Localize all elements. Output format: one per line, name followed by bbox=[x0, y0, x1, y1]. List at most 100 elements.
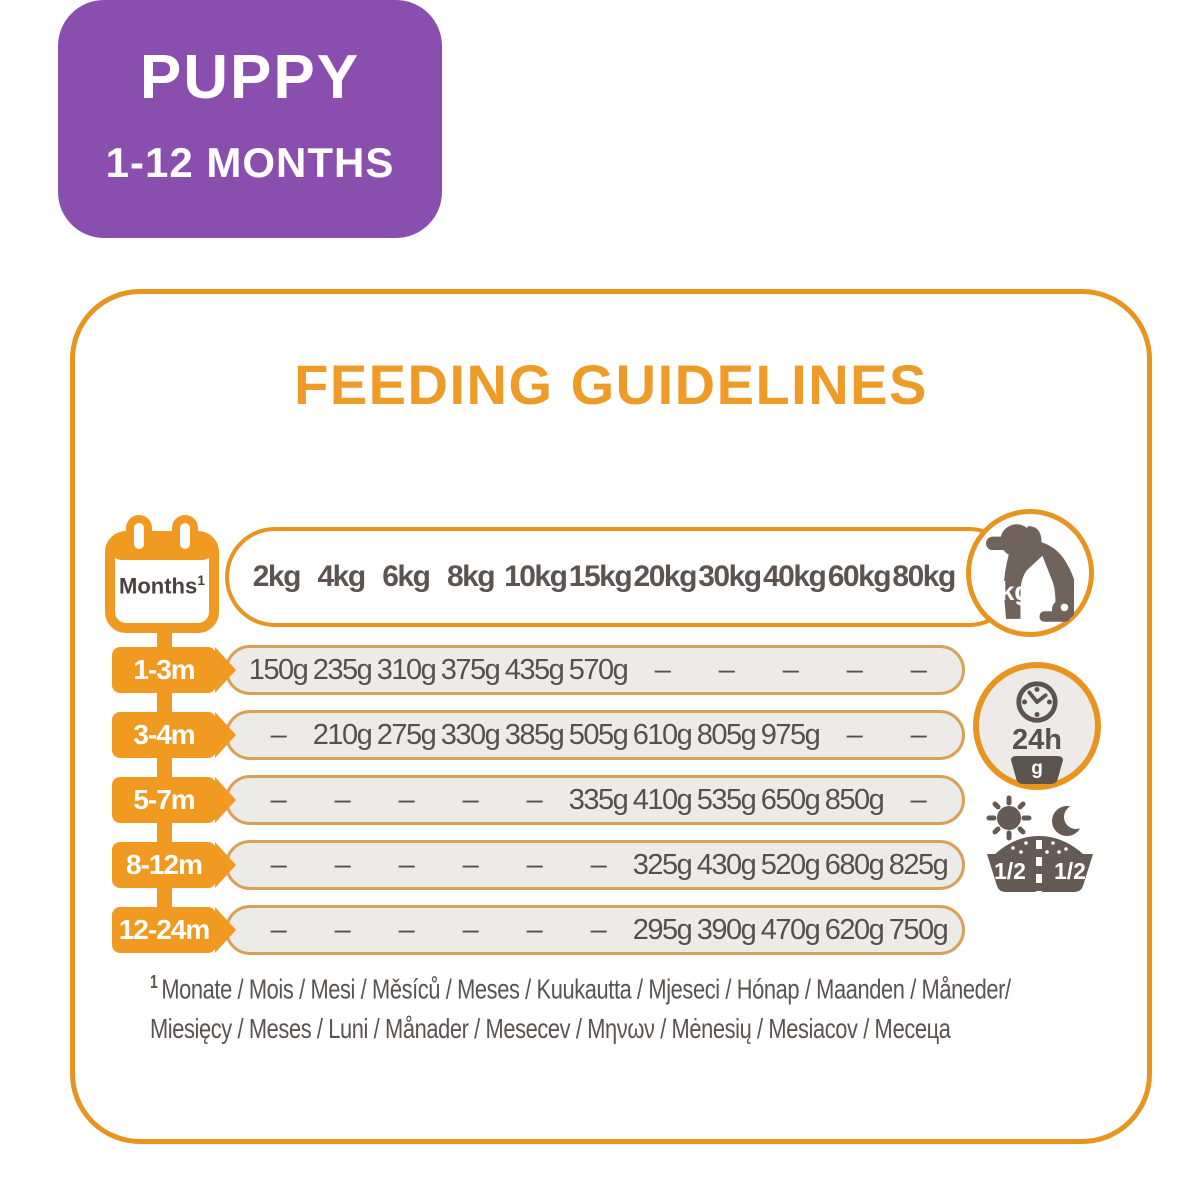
feeding-cell: – bbox=[910, 718, 927, 751]
footnote: 1 Monate / Mois / Mesi / Měsíců / Meses /… bbox=[150, 962, 1047, 1049]
feeding-cell: – bbox=[590, 913, 607, 946]
bowl-grams-label: g bbox=[1031, 758, 1043, 779]
feeding-cell: 435g bbox=[504, 653, 565, 686]
feeding-cell: – bbox=[462, 783, 479, 816]
feeding-cell: – bbox=[846, 653, 863, 686]
weight-header: 4kg bbox=[317, 560, 366, 593]
feeding-cell: – bbox=[910, 783, 927, 816]
feeding-cell: – bbox=[334, 848, 351, 881]
feeding-cell: 470g bbox=[760, 913, 821, 946]
daily-amount-badge: 24h g bbox=[973, 662, 1101, 790]
feeding-cell: 570g bbox=[568, 653, 629, 686]
weight-header: 80kg bbox=[892, 560, 956, 593]
feeding-cell: 430g bbox=[696, 848, 757, 881]
feeding-cell: 850g bbox=[824, 783, 885, 816]
feeding-cell: – bbox=[526, 848, 543, 881]
feeding-row-5-7m: – – – – – 335g 410g 535g 650g 850g – bbox=[225, 775, 965, 825]
feeding-row-1-3m: 150g 235g 310g 375g 435g 570g – – – – – bbox=[225, 645, 965, 695]
feeding-cell: – bbox=[462, 913, 479, 946]
feeding-cell: 535g bbox=[696, 783, 757, 816]
footnote-marker: 1 bbox=[150, 972, 158, 992]
feeding-cell: – bbox=[462, 848, 479, 881]
puppy-badge: PUPPY 1-12 MONTHS bbox=[58, 0, 442, 238]
feeding-cell: 310g bbox=[376, 653, 437, 686]
footnote-line-2: Miesięcy / Meses / Luni / Månader / Mese… bbox=[150, 1013, 951, 1045]
weight-header: 20kg bbox=[633, 560, 698, 593]
weight-header-grid: 2kg 4kg 6kg 8kg 10kg 15kg 20kg 30kg 40kg… bbox=[244, 531, 957, 623]
feeding-cell: 680g bbox=[824, 848, 885, 881]
feeding-cell: – bbox=[398, 783, 415, 816]
feeding-cell: – bbox=[846, 718, 863, 751]
feeding-cell: 295g bbox=[632, 913, 693, 946]
bowl-icon-graphic bbox=[1011, 756, 1063, 784]
feeding-cell: 375g bbox=[440, 653, 501, 686]
food-bowl-icon: g bbox=[1006, 756, 1068, 784]
feeding-cell: 750g bbox=[888, 913, 949, 946]
feeding-row-3-4m: – 210g 275g 330g 385g 505g 610g 805g 975… bbox=[225, 710, 965, 760]
age-tag-8-12m: 8-12m bbox=[112, 842, 236, 888]
sun-moon-bowl-icon bbox=[986, 795, 1093, 892]
feeding-cell: – bbox=[526, 913, 543, 946]
badge-subtitle: 1-12 MONTHS bbox=[105, 139, 395, 186]
feeding-cell: 620g bbox=[824, 913, 885, 946]
age-tag-12-24m: 12-24m bbox=[112, 907, 236, 953]
weight-header: 30kg bbox=[698, 560, 762, 593]
weight-header: 8kg bbox=[446, 560, 496, 593]
dog-icon bbox=[986, 524, 1074, 622]
feeding-cell: – bbox=[270, 718, 287, 751]
feeding-row-8-12m: – – – – – – 325g 430g 520g 680g 825g bbox=[225, 840, 965, 890]
calendar-icon-graphic bbox=[105, 515, 219, 633]
feeding-cell: 975g bbox=[760, 718, 821, 751]
weight-header: 2kg bbox=[252, 560, 302, 593]
split-feeding-badge: 1/2 1/2 bbox=[981, 794, 1099, 898]
feeding-cell: – bbox=[270, 913, 287, 946]
weight-header: 10kg bbox=[504, 560, 568, 593]
feeding-cell: 505g bbox=[568, 718, 629, 751]
feeding-cell: 330g bbox=[440, 718, 501, 751]
feeding-cell: – bbox=[910, 653, 927, 686]
months-label: Months bbox=[119, 573, 198, 599]
calendar-icon: Months1 bbox=[104, 514, 220, 634]
feeding-cell: 335g bbox=[568, 783, 629, 816]
feeding-cell: – bbox=[654, 653, 671, 686]
age-tag-5-7m: 5-7m bbox=[112, 777, 236, 823]
feeding-row-12-24m: – – – – – – 295g 390g 470g 620g 750g bbox=[225, 905, 965, 955]
weight-header: 40kg bbox=[762, 560, 827, 593]
feeding-cell: 275g bbox=[376, 718, 437, 751]
badge-title: PUPPY bbox=[139, 43, 361, 112]
feeding-cell: – bbox=[334, 913, 351, 946]
feeding-cell: 520g bbox=[760, 848, 821, 881]
dog-kg-label: kg bbox=[999, 576, 1031, 606]
feeding-cell: 825g bbox=[888, 848, 949, 881]
feeding-cell: 235g bbox=[312, 653, 373, 686]
feeding-cell: 610g bbox=[632, 718, 693, 751]
feeding-cell: – bbox=[270, 783, 287, 816]
feeding-cell: – bbox=[526, 783, 543, 816]
months-header: Months1 bbox=[114, 572, 210, 599]
weight-header: 6kg bbox=[382, 560, 431, 593]
weight-header: 60kg bbox=[827, 560, 892, 593]
feeding-cell: – bbox=[334, 783, 351, 816]
half-portion-day-label: 1/2 bbox=[994, 858, 1026, 884]
feeding-cell: 150g bbox=[248, 653, 309, 686]
dog-weight-badge: kg bbox=[966, 509, 1094, 637]
clock-icon bbox=[1016, 681, 1058, 723]
half-portion-night-label: 1/2 bbox=[1054, 858, 1086, 884]
panel-title: FEEDING GUIDELINES bbox=[294, 353, 928, 416]
feeding-cell: – bbox=[270, 848, 287, 881]
feeding-cell: 385g bbox=[504, 718, 565, 751]
feeding-cell: – bbox=[782, 653, 799, 686]
feeding-cell: 210g bbox=[312, 718, 373, 751]
feeding-cell: 805g bbox=[696, 718, 757, 751]
weight-header: 15kg bbox=[568, 560, 633, 593]
feeding-cell: – bbox=[718, 653, 735, 686]
feeding-cell: – bbox=[590, 848, 607, 881]
age-tag-1-3m: 1-3m bbox=[112, 647, 236, 693]
feeding-cell: 410g bbox=[632, 783, 693, 816]
feeding-cell: 325g bbox=[632, 848, 693, 881]
months-footnote-marker: 1 bbox=[197, 572, 205, 588]
age-tag-3-4m: 3-4m bbox=[112, 712, 236, 758]
daily-amount-label: 24h bbox=[1012, 724, 1062, 756]
weight-header-row: 2kg 4kg 6kg 8kg 10kg 15kg 20kg 30kg 40kg… bbox=[225, 527, 1019, 627]
feeding-cell: 390g bbox=[696, 913, 757, 946]
